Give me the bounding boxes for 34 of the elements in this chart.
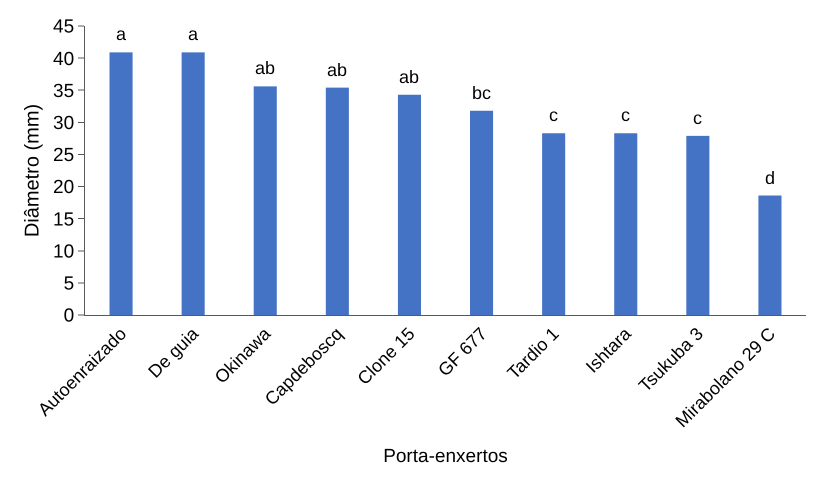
annotation: ab [255,58,276,78]
annotation: c [693,108,702,128]
annotation: ab [327,60,348,80]
y-tick-label: 25 [53,145,74,166]
annotation: c [549,105,558,125]
x-axis-title: Porta-enxertos [383,446,508,467]
y-tick-label: 10 [53,241,74,262]
annotation: a [188,24,199,44]
bar [758,196,782,315]
y-tick-label: 30 [53,112,74,134]
bar [470,110,494,315]
y-tick-label: 0 [64,306,74,327]
y-tick-label: 5 [64,274,74,295]
x-tick-label: De guia [144,322,204,382]
y-tick-label: 40 [53,48,74,70]
bar [326,88,349,315]
annotation: bc [472,83,492,103]
y-tick-label: 45 [53,16,74,38]
y-tick-label: 35 [53,80,74,102]
bar [182,52,205,315]
y-tick-label: 15 [53,209,74,230]
bar [110,52,133,315]
bar [254,86,277,315]
bar [398,94,421,315]
bar [542,133,566,315]
annotation: c [621,105,630,125]
bar [614,133,638,315]
annotation: ab [399,67,420,87]
bar [686,136,710,315]
annotation: d [765,168,776,188]
x-tick-label: GF 677 [434,324,491,380]
y-tick-label: 20 [53,177,74,198]
y-axis-title: Diâmetro (mm) [22,104,44,238]
annotation: a [116,24,127,44]
